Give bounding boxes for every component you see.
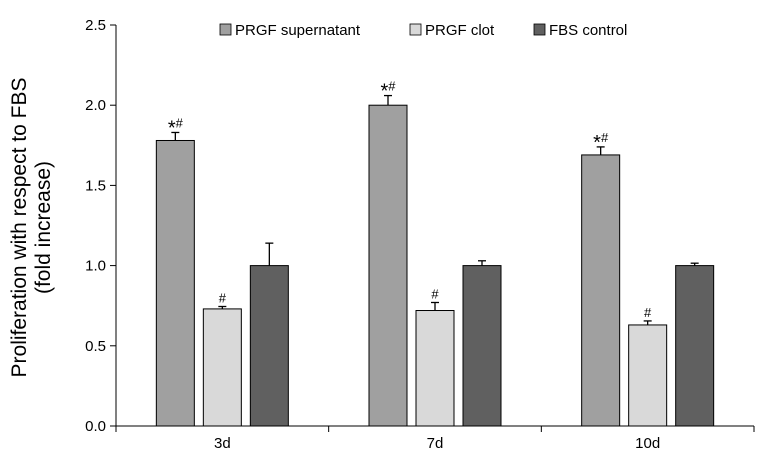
bar-fbs-control xyxy=(462,265,502,427)
bar-fbs-control xyxy=(675,265,715,427)
hash-marker: # xyxy=(219,291,227,306)
legend-swatch xyxy=(533,23,546,36)
bar-prgf-clot xyxy=(415,310,455,427)
significance-label: *# xyxy=(593,130,609,154)
hash-marker: # xyxy=(644,305,652,320)
legend-label: PRGF supernatant xyxy=(235,22,361,39)
bar-prgf-supernatant xyxy=(155,139,195,427)
significance-label: # xyxy=(219,291,227,306)
bar-prgf-supernatant xyxy=(368,104,408,427)
y-tick-label: 0.0 xyxy=(85,418,106,435)
significance-label: *# xyxy=(380,79,396,103)
legend: PRGF supernatant PRGF clot FBS control xyxy=(219,22,627,39)
bar-prgf-supernatant xyxy=(581,154,621,427)
legend-swatch xyxy=(409,23,422,36)
plot-area: 0.0 0.5 1.0 1.5 2.0 2.5 Proliferation with res… xyxy=(8,17,755,452)
y-tick-label: 2.0 xyxy=(85,97,106,114)
legend-label: PRGF clot xyxy=(425,22,495,39)
legend-swatch xyxy=(219,23,232,36)
hash-marker: # xyxy=(388,79,396,94)
y-tick-label: 0.5 xyxy=(85,338,106,355)
significance-label: *# xyxy=(168,115,184,139)
legend-label: FBS control xyxy=(549,22,627,39)
hash-marker: # xyxy=(176,115,184,130)
y-tick-label: 1.0 xyxy=(85,258,106,275)
asterisk-marker: * xyxy=(593,132,601,154)
hash-marker: # xyxy=(601,130,609,145)
x-tick-label: 3d xyxy=(214,435,231,452)
x-tick-label: 10d xyxy=(635,435,660,452)
bar-prgf-clot xyxy=(202,308,242,427)
x-tick-label: 7d xyxy=(427,435,444,452)
significance-label: # xyxy=(431,286,439,301)
asterisk-marker: * xyxy=(380,81,388,103)
y-axis-title-line: (fold increase) xyxy=(32,161,55,294)
asterisk-marker: * xyxy=(168,117,176,139)
y-axis-title: Proliferation with respect to FBS(fold i… xyxy=(8,78,55,378)
bar-fbs-control xyxy=(249,265,289,427)
significance-label: # xyxy=(644,305,652,320)
hash-marker: # xyxy=(431,286,439,301)
bar-prgf-clot xyxy=(628,324,668,427)
y-tick-label: 2.5 xyxy=(85,17,106,34)
y-axis-title-line: Proliferation with respect to FBS xyxy=(8,78,31,378)
y-tick-label: 1.5 xyxy=(85,177,106,194)
